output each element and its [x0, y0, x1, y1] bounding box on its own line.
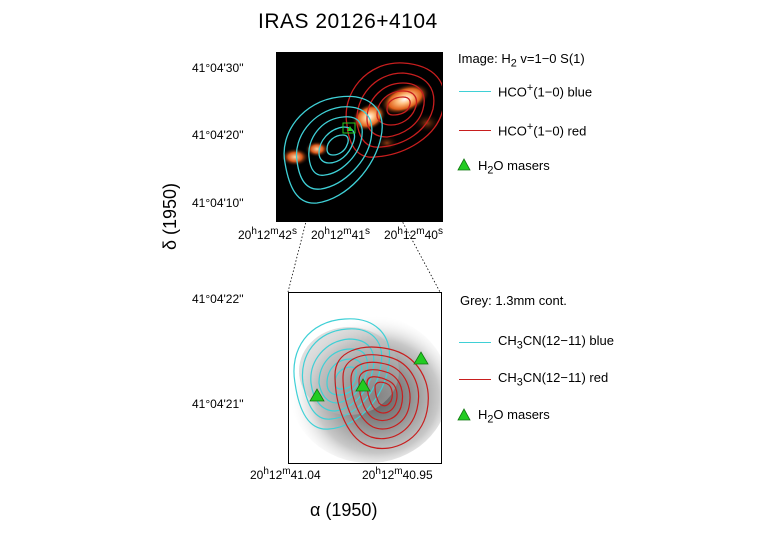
top-panel-image	[276, 52, 443, 222]
bottom-panel-svg	[289, 315, 441, 463]
maser-box	[342, 122, 356, 134]
legend-red-line	[459, 379, 491, 380]
maser-marker	[347, 126, 353, 131]
h2-emission-knot	[380, 83, 430, 115]
top-dec-tick: 41°04'20''	[192, 128, 244, 142]
top-ra-tick: 20h12m42s	[238, 226, 297, 242]
top-dec-tick: 41°04'10''	[192, 196, 244, 210]
y-axis-label: δ (1950)	[160, 182, 180, 250]
bottom-dec-tick: 41°04'22''	[192, 292, 244, 306]
top-ra-tick: 20h12m41s	[311, 226, 370, 242]
legend-maser-label: H2O masers	[478, 158, 550, 177]
bottom-panel-image	[288, 292, 442, 464]
red-contours	[334, 346, 429, 450]
bottom-ra-tick: 20h12m40.95	[362, 466, 433, 482]
legend-maser-icon	[457, 408, 471, 421]
figure-title: IRAS 20126+4104	[258, 10, 438, 33]
top-ra-tick: 20h12m40s	[384, 226, 443, 242]
maser-marker	[309, 388, 325, 402]
legend-blue-label: HCO+(1−0) blue	[498, 82, 593, 100]
maser-marker	[355, 378, 371, 392]
top-panel-svg	[281, 62, 442, 204]
legend-blue-line	[459, 342, 491, 343]
legend-red-label: HCO+(1−0) red	[498, 121, 587, 139]
legend-image-label: Image: H2 v=1−0 S(1)	[458, 51, 585, 70]
legend-blue-label: CH3CN(12−11) blue	[498, 333, 614, 352]
legend-grey-label: Grey: 1.3mm cont.	[460, 293, 567, 308]
red-contours	[345, 62, 442, 158]
top-dec-tick: 41°04'30''	[192, 61, 244, 75]
bottom-ra-tick: 20h12m41.04	[250, 466, 321, 482]
maser-marker	[413, 351, 429, 365]
h2-emission-knot	[305, 141, 329, 157]
blue-contours	[283, 95, 383, 204]
bottom-dec-tick: 41°04'21''	[192, 397, 244, 411]
x-axis-label: α (1950)	[310, 500, 378, 520]
h2-emission-knot	[281, 148, 309, 166]
legend-red-line	[459, 130, 491, 131]
legend-maser-label: H2O masers	[478, 407, 550, 426]
legend-blue-line	[459, 91, 491, 92]
legend-maser-icon	[457, 158, 471, 171]
legend-red-label: CH3CN(12−11) red	[498, 370, 609, 389]
